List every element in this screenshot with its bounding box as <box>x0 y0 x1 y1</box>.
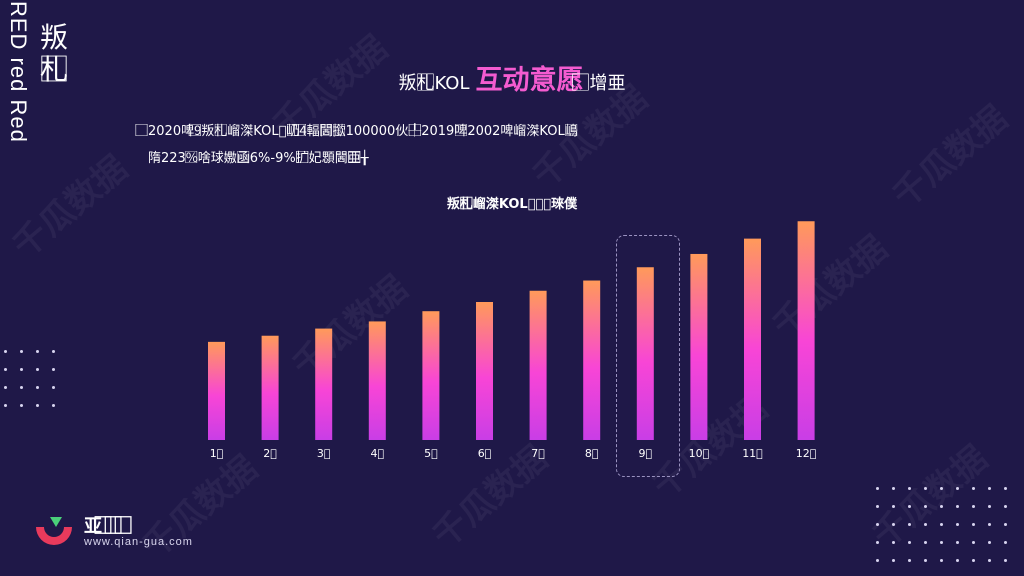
bar-12 <box>797 221 815 440</box>
bar-10 <box>690 253 708 440</box>
x-tick-label: 3⃞ <box>317 447 331 460</box>
bar-1 <box>208 341 225 440</box>
description: ⃞⃞2020啤9⃞⃞叛札⃞嵧滐KOL⃞屷⃞⃞⃞4⃞⃞輻閪⃞撳⃞100000伙╀⃞… <box>148 118 888 172</box>
description-line-2: 隋223%⃞啥球嫐凾⃞6%-9%扩⃞⃞⃞妃顋閪亜⃞⃞⃞╁ <box>148 151 369 166</box>
x-tick-label: 7⃞ <box>531 447 545 460</box>
x-tick-label: 5⃞ <box>424 447 438 460</box>
x-tick-label: 4⃞ <box>370 447 384 460</box>
bar-4 <box>368 321 386 440</box>
highlight-box <box>616 235 680 477</box>
page-title: 叛札⃞KOL 互动意愿⃞⃞增亜 <box>0 58 1024 97</box>
logo-url: www.qian-gua.com <box>84 536 193 548</box>
bar-6 <box>476 302 493 440</box>
title-prefix: 叛札⃞KOL <box>398 73 470 94</box>
bar-2 <box>261 335 279 440</box>
title-suffix: ⃞⃞增亜 <box>589 73 626 94</box>
x-tick-label: 2⃞ <box>263 447 277 460</box>
description-line-1: ⃞⃞2020啤9⃞⃞叛札⃞嵧滐KOL⃞屷⃞⃞⃞4⃞⃞輻閪⃞撳⃞100000伙╀⃞… <box>148 124 578 139</box>
x-tick-label: 10⃞ <box>689 447 710 460</box>
bar-9 <box>636 267 654 440</box>
x-tick-label: 11⃞ <box>742 447 763 460</box>
bar-5 <box>422 311 440 440</box>
brand-logo: 亚 ⃞ ⃞ ⃞ www.qian-gua.com <box>30 508 220 556</box>
bar-11 <box>744 238 761 440</box>
x-tick-label: 1⃞ <box>210 447 224 460</box>
bar-7 <box>529 290 547 440</box>
x-tick-label: 8⃞ <box>585 447 599 460</box>
vertical-cn-text: 叛札⃞ <box>40 21 69 86</box>
x-tick-label: 6⃞ <box>478 447 492 460</box>
x-tick-label: 12⃞ <box>796 447 817 460</box>
title-highlight: 互动意愿 <box>475 65 584 96</box>
logo-icon <box>36 517 72 545</box>
x-tick-label: 9⃞ <box>638 447 652 460</box>
bar-3 <box>315 328 333 440</box>
bar-chart: 1⃞ 2⃞ 3⃞ 4⃞ 5⃞ 6⃞ 7⃞ 8⃞ 9⃞ 10⃞ 11⃞ 12⃞ <box>208 221 817 460</box>
chart-title: 叛札⃞嵧滐KOL⃞⃞⃞琜僕 <box>446 197 578 212</box>
bar-8 <box>583 280 601 440</box>
logo-name: 亚 ⃞ ⃞ ⃞ <box>84 516 139 537</box>
